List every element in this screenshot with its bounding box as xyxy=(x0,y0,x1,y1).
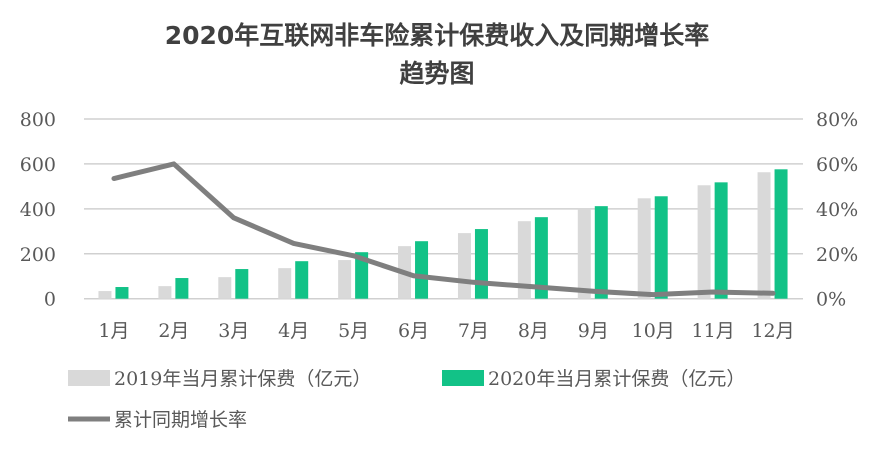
bar-2020 xyxy=(595,206,608,299)
chart-title-line-1: 2020年互联网非车险累计保费收入及同期增长率 xyxy=(165,21,710,50)
legend: 2019年当月累计保费（亿元） 2020年当月累计保费（亿元） 累计同期增长率 xyxy=(68,368,745,431)
bar-2019 xyxy=(158,286,171,299)
legend-label-2020: 2020年当月累计保费（亿元） xyxy=(488,368,745,390)
y2-tick-label: 40% xyxy=(816,199,858,221)
bar-2019 xyxy=(698,185,711,298)
bar-2019 xyxy=(338,260,351,299)
bar-2019 xyxy=(98,291,111,299)
x-tick-label: 10月 xyxy=(632,320,675,342)
bar-2019 xyxy=(578,209,591,299)
y-tick-label: 400 xyxy=(20,199,56,221)
y2-tick-label: 0% xyxy=(816,289,846,311)
bar-2020 xyxy=(295,261,308,299)
x-tick-label: 3月 xyxy=(218,320,249,342)
y-tick-label: 600 xyxy=(20,154,56,176)
y2-tick-label: 80% xyxy=(816,109,858,131)
bar-2020 xyxy=(475,229,488,299)
legend-label-growth: 累计同期增长率 xyxy=(114,409,247,431)
y2-tick-label: 60% xyxy=(816,154,858,176)
bar-2020 xyxy=(655,196,668,298)
x-tick-label: 8月 xyxy=(518,320,549,342)
y-tick-label: 800 xyxy=(20,109,56,131)
x-tick-label: 2月 xyxy=(158,320,189,342)
y-tick-label: 0 xyxy=(44,289,56,311)
bar-2020 xyxy=(115,287,128,299)
y-tick-label: 200 xyxy=(20,244,56,266)
x-tick-label: 11月 xyxy=(692,320,735,342)
legend-swatch-2020 xyxy=(442,370,484,386)
bar-2019 xyxy=(638,198,651,298)
legend-swatch-2019 xyxy=(68,370,110,386)
bar-2019 xyxy=(758,172,771,298)
bar-2020 xyxy=(415,241,428,299)
legend-label-2019: 2019年当月累计保费（亿元） xyxy=(114,368,371,390)
x-tick-label: 5月 xyxy=(338,320,369,342)
bar-2020 xyxy=(175,278,188,299)
x-tick-label: 7月 xyxy=(458,320,489,342)
x-tick-label: 6月 xyxy=(398,320,429,342)
chart-title-line-2: 趋势图 xyxy=(399,59,474,88)
x-tick-label: 12月 xyxy=(751,320,794,342)
x-tick-label: 1月 xyxy=(98,320,129,342)
bar-2020 xyxy=(715,182,728,298)
x-tick-label: 9月 xyxy=(578,320,609,342)
x-tick-label: 4月 xyxy=(278,320,309,342)
y2-tick-label: 20% xyxy=(816,244,858,266)
bar-2019 xyxy=(458,233,471,299)
bar-2019 xyxy=(218,277,231,299)
bar-2020 xyxy=(775,169,788,298)
bar-2020 xyxy=(235,269,248,299)
growth-rate-line xyxy=(114,164,773,295)
bar-2019 xyxy=(278,268,291,299)
